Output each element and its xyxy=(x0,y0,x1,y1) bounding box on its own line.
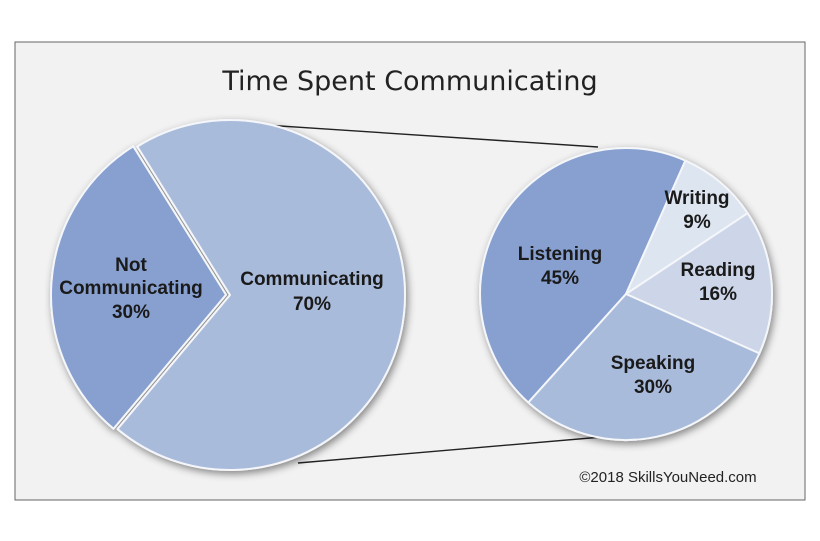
slice-label-speaking: Speaking 30% xyxy=(611,353,695,398)
zoom-connectors xyxy=(264,124,603,464)
pie-slice-listening xyxy=(479,147,687,404)
pie-slice-reading xyxy=(625,212,773,355)
connector-line-bottom xyxy=(297,436,603,464)
chart-title: Time Spent Communicating xyxy=(221,66,597,97)
slice-value-label: 30% xyxy=(634,377,672,398)
slice-name-label: Speaking xyxy=(611,353,695,374)
slice-label-communicating: Communicating 70% xyxy=(240,269,384,315)
main-pie xyxy=(50,119,406,471)
slice-label-writing: Writing 9% xyxy=(664,188,729,233)
pie-slice-writing xyxy=(625,159,749,295)
slice-value-label: 70% xyxy=(293,294,331,315)
pie-slice-communicating xyxy=(116,119,406,471)
slice-label-not: Not xyxy=(115,255,147,276)
slice-name-label: Communicating xyxy=(240,269,384,290)
slice-value-label: 9% xyxy=(683,212,711,233)
slice-label-communicating-word: Communicating xyxy=(59,278,203,299)
slice-value-label: 16% xyxy=(699,284,737,305)
slice-label-listening: Listening 45% xyxy=(518,244,602,289)
connector-line-top xyxy=(264,124,599,148)
slice-value-label: 45% xyxy=(541,268,579,289)
slice-value-label: 30% xyxy=(112,302,150,323)
breakdown-pie xyxy=(479,147,773,441)
slice-label-reading: Reading 16% xyxy=(681,260,756,305)
slice-name-label: Writing xyxy=(664,188,729,209)
slice-label-not-communicating: Not Communicating 30% xyxy=(59,255,203,323)
copyright-credit: ©2018 SkillsYouNeed.com xyxy=(579,469,756,486)
pie-slice-not-communicating xyxy=(50,145,228,430)
slice-name-label: Reading xyxy=(681,260,756,281)
pie-slice-speaking xyxy=(527,293,761,441)
slice-name-label: Listening xyxy=(518,244,602,265)
